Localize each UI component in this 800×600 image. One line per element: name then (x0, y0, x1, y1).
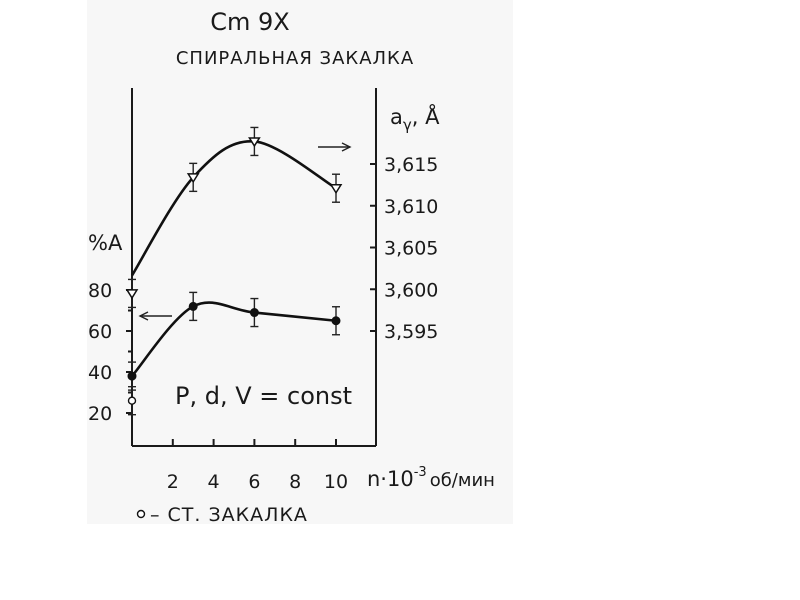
left-axis-arrow (138, 311, 172, 321)
figure-background (87, 0, 513, 524)
left-y-axis-label: %A (88, 231, 123, 255)
data-point-circle-filled (188, 301, 198, 311)
data-point-circle-filled (249, 308, 259, 318)
data-point-triangle (186, 173, 200, 184)
x-axis-label: n·10-3 об/мин (367, 465, 495, 491)
legend-label: – СТ. ЗАКАЛКА (150, 504, 308, 526)
x-tick-label: 8 (289, 471, 301, 493)
right-y-tick-label: 3,600 (384, 279, 438, 301)
series-0-line (130, 140, 337, 277)
series-1-line (131, 301, 337, 377)
x-tick-label: 4 (208, 471, 220, 493)
right-axis-arrow (318, 142, 352, 152)
right-y-axis-label: aγ, Å (390, 103, 440, 134)
right-y-tick-label: 3,610 (384, 196, 438, 218)
constant-annotation: P, d, V = const (175, 382, 352, 410)
x-tick-label: 10 (324, 471, 348, 493)
data-point-triangle (329, 183, 343, 195)
data-point-circle-filled (127, 371, 137, 381)
right-y-tick-label: 3,605 (384, 238, 438, 260)
right-y-tick-label: 3,595 (384, 321, 438, 343)
left-y-tick-label: 20 (88, 403, 112, 425)
left-y-tick-label: 60 (88, 321, 112, 343)
chart-subtitle: СПИРАЛЬНАЯ ЗАКАЛКА (176, 48, 414, 69)
data-point-triangle (125, 289, 139, 300)
x-tick-label: 6 (248, 471, 260, 493)
legend-open-circle-marker (136, 509, 146, 519)
chart-title: Cm 9X (210, 8, 289, 36)
x-tick-label: 2 (167, 471, 179, 493)
data-point-triangle (248, 137, 261, 148)
data-point-circle-open (127, 396, 137, 405)
left-y-tick-label: 80 (88, 280, 112, 302)
left-y-tick-label: 40 (88, 362, 112, 384)
data-point-circle-filled (331, 316, 341, 326)
right-y-tick-label: 3,615 (384, 154, 438, 176)
